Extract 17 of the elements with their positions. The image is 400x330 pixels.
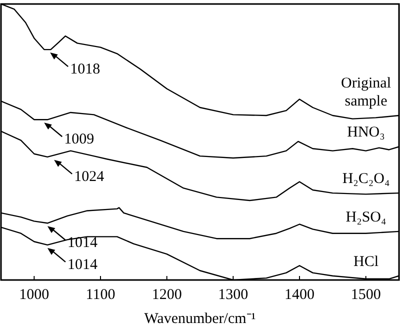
x-tick-label: 1400 (284, 286, 314, 303)
annotation: 1024 (74, 168, 105, 185)
series-label: HCl (353, 254, 379, 270)
annotation: 1018 (70, 61, 100, 78)
x-tick-label: 1000 (19, 286, 50, 303)
series-label: HNO₃ (347, 124, 385, 141)
x-tick-label: 1100 (86, 286, 116, 303)
x-tick-label: 1200 (152, 286, 182, 303)
series-label: Original sample (341, 76, 391, 110)
x-tick-label: 1300 (218, 286, 248, 303)
annotation: 1014 (67, 235, 98, 252)
x-tick-label: 1500 (350, 286, 381, 303)
x-axis-title: Wavenumber/cm⁻¹ (144, 310, 256, 327)
series-label: H₂SO₄ (346, 209, 386, 226)
annotation: 1009 (64, 132, 94, 148)
series-label: H₂C₂O₄ (342, 171, 390, 188)
annotation: 1014 (67, 256, 98, 273)
